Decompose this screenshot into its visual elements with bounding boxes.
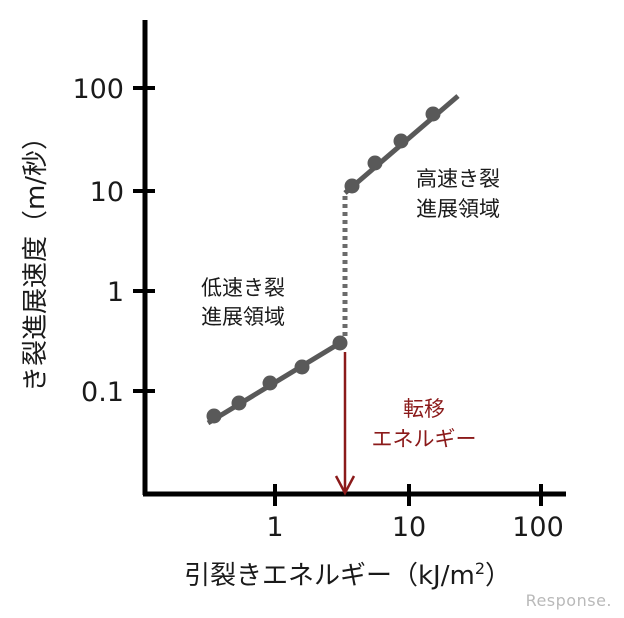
x-axis-title-close: ） — [485, 561, 511, 591]
y-tick-labels: 100 10 1 0.1 — [72, 74, 124, 408]
annotation-high-speed-region: 高速き裂 進展領域 — [416, 167, 500, 221]
watermark: Response. — [525, 591, 612, 610]
data-point — [393, 133, 409, 149]
arrow-head-icon — [334, 475, 356, 496]
series-low-speed — [206, 335, 348, 426]
y-axis-title: き裂進展速度（m/秒） — [21, 124, 51, 392]
annotation-line: 進展領域 — [416, 197, 500, 221]
x-axis-title-main: 引裂きエネルギー（kJ/m — [184, 561, 475, 591]
data-point — [262, 375, 278, 391]
data-point — [367, 155, 383, 171]
x-tick-label: 10 — [392, 512, 426, 543]
data-point — [231, 395, 247, 411]
y-tick-label: 100 — [72, 74, 124, 105]
annotation-line: 転移 — [403, 397, 445, 421]
data-point — [344, 178, 360, 194]
x-tick-label: 100 — [512, 512, 564, 543]
data-point — [332, 335, 348, 351]
annotation-line: 低速き裂 — [201, 276, 285, 300]
axes — [133, 20, 566, 506]
annotation-low-speed-region: 低速き裂 進展領域 — [201, 276, 285, 329]
series-high-speed — [343, 94, 460, 195]
transition-arrow — [334, 352, 356, 496]
x-axis-title-sup: 2 — [475, 559, 485, 578]
y-tick-label: 1 — [107, 277, 124, 308]
y-tick-label: 0.1 — [81, 377, 124, 408]
x-tick-label: 1 — [266, 512, 283, 543]
x-tick-labels: 1 10 100 — [266, 512, 563, 543]
annotation-line: 高速き裂 — [416, 167, 500, 191]
data-point — [206, 408, 222, 424]
annotation-line: エネルギー — [372, 427, 477, 451]
y-tick-label: 10 — [90, 177, 124, 208]
x-axis-title: 引裂きエネルギー（kJ/m2） — [184, 559, 511, 591]
data-point — [294, 359, 310, 375]
annotation-transition-energy: 転移 エネルギー — [372, 397, 477, 451]
annotation-line: 進展領域 — [201, 305, 285, 329]
data-point — [425, 106, 441, 122]
